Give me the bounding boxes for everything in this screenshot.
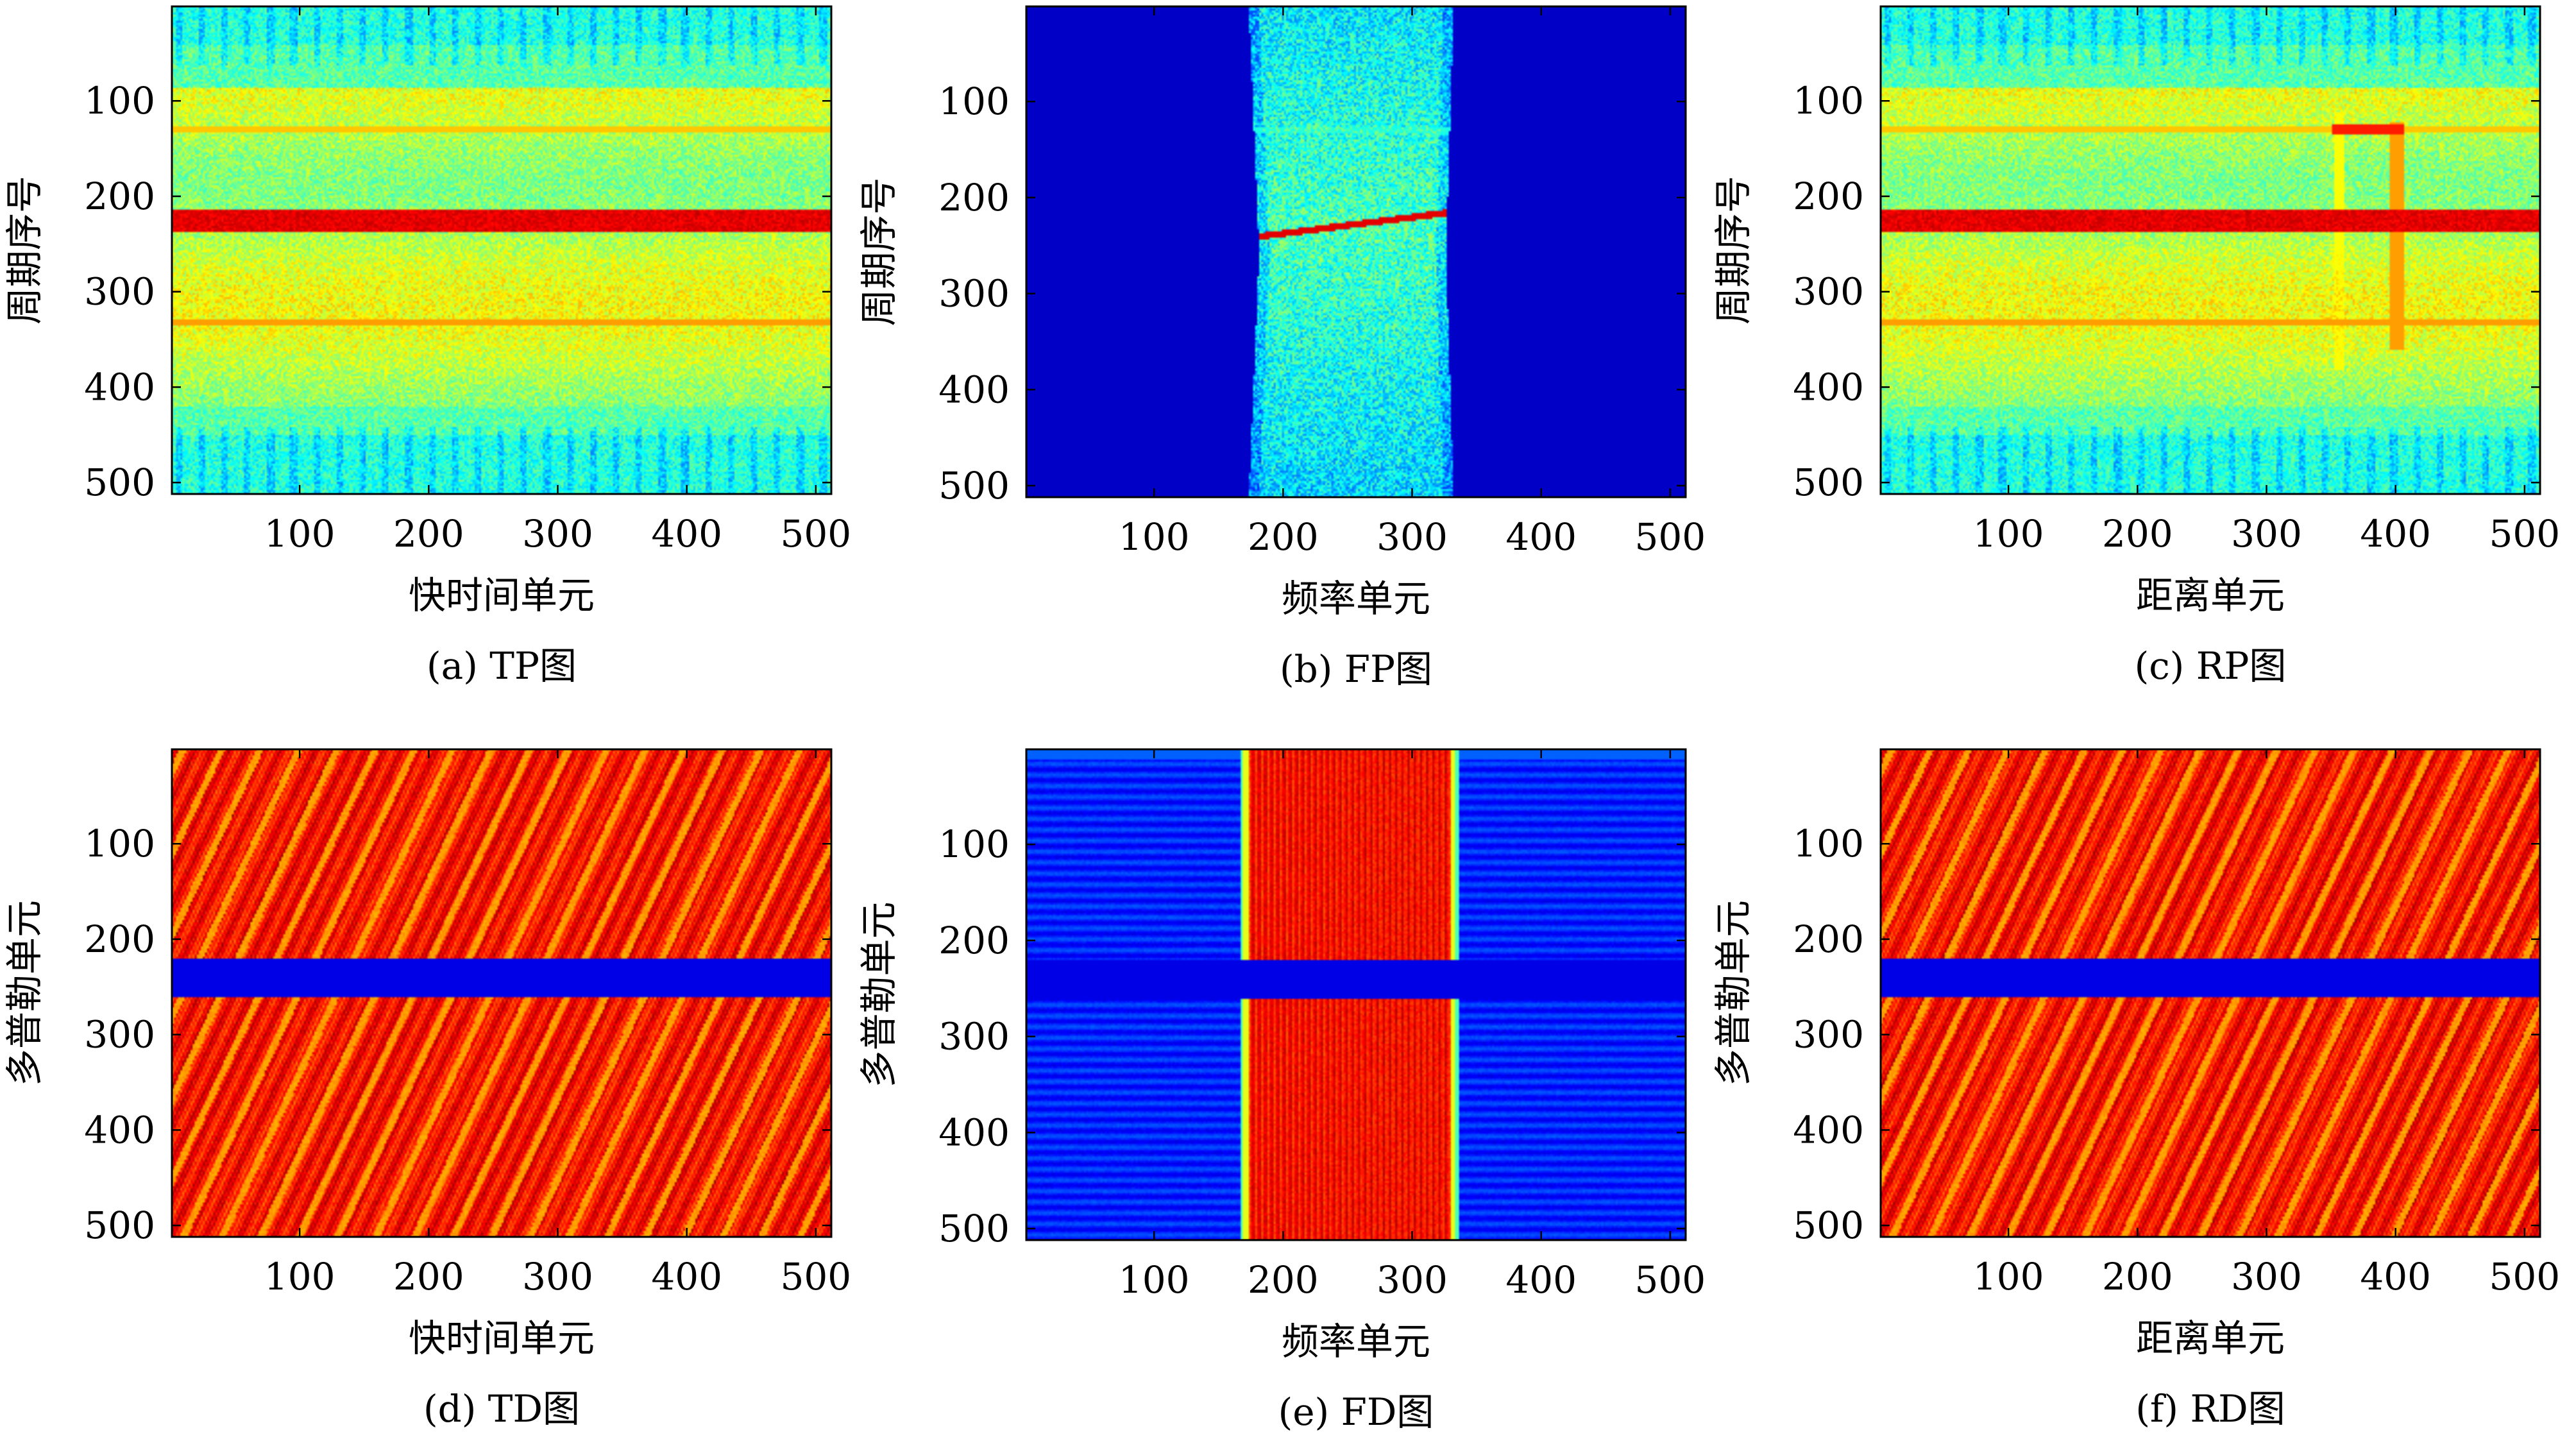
- y-tick-label: 300: [938, 272, 1010, 316]
- x-tick-label: 200: [2102, 512, 2173, 556]
- x-tick-label: 300: [522, 1255, 593, 1298]
- plot-frame: [171, 5, 833, 495]
- x-axis-label: 频率单元: [1282, 1320, 1430, 1363]
- x-tick-label: 100: [1119, 1258, 1190, 1302]
- x-tick-label: 100: [264, 512, 335, 556]
- y-axis-label: 周期序号: [1711, 176, 1755, 325]
- y-axis-label: 周期序号: [3, 176, 46, 325]
- y-tick-label: 200: [1793, 917, 1864, 961]
- y-tick-label: 100: [1793, 79, 1864, 123]
- heatmap-image: [1026, 749, 1686, 1240]
- plot-frame: [1879, 748, 2541, 1238]
- plot-frame: [1025, 748, 1687, 1241]
- panel-b: 100 200 300 400 500 100 200 300 400 500 频率单元 周期序号 (b…: [857, 5, 1706, 691]
- y-tick-label: 100: [1793, 822, 1864, 865]
- x-tick-label: 300: [522, 512, 593, 556]
- x-tick-label: 300: [2231, 1255, 2302, 1298]
- x-tick-label: 200: [393, 1255, 464, 1298]
- y-tick-label: 500: [938, 1207, 1010, 1250]
- panel-caption: (a) TP图: [427, 644, 577, 688]
- y-axis-label: 多普勒单元: [1711, 900, 1755, 1086]
- x-tick-label: 300: [2231, 512, 2302, 556]
- x-tick-label: 300: [1377, 1258, 1448, 1302]
- heatmap-image: [172, 6, 831, 494]
- x-tick-label: 400: [1505, 515, 1577, 559]
- x-tick-label: 400: [1505, 1258, 1577, 1302]
- y-axis-label: 多普勒单元: [857, 901, 901, 1087]
- plot-frame: [1879, 5, 2541, 495]
- y-tick-label: 100: [938, 80, 1010, 123]
- heatmap-image: [1881, 749, 2540, 1237]
- x-tick-label: 400: [651, 1255, 722, 1298]
- y-tick-label: 400: [84, 365, 155, 409]
- panel-caption: (b) FP图: [1280, 647, 1432, 691]
- x-tick-label: 400: [2360, 1255, 2431, 1298]
- x-axis-label: 频率单元: [1282, 577, 1430, 620]
- panel-caption: (c) RP图: [2135, 644, 2287, 688]
- y-tick-label: 300: [938, 1015, 1010, 1059]
- y-tick-label: 200: [938, 919, 1010, 962]
- y-tick-label: 100: [84, 822, 155, 865]
- plot-frame: [171, 748, 833, 1238]
- panel-f: 100 200 300 400 500 100 200 300 400 500 距离单元 多普勒单元 (…: [1711, 748, 2560, 1431]
- panel-caption: (e) FD图: [1278, 1390, 1434, 1434]
- x-tick-label: 200: [1248, 1258, 1319, 1302]
- y-tick-label: 500: [1793, 461, 1864, 504]
- y-tick-label: 200: [84, 917, 155, 961]
- y-tick-label: 400: [938, 1110, 1010, 1154]
- plot-frame: [1025, 5, 1687, 498]
- panel-d: 100 200 300 400 500 100 200 300 400 500 快时间单元 多普勒单元…: [3, 748, 851, 1431]
- x-tick-label: 200: [393, 512, 464, 556]
- y-tick-label: 500: [84, 1204, 155, 1247]
- y-tick-label: 200: [1793, 174, 1864, 218]
- y-tick-label: 400: [1793, 1108, 1864, 1152]
- x-tick-label: 200: [1248, 515, 1319, 559]
- x-tick-label: 500: [2489, 1255, 2560, 1298]
- y-axis-label: 多普勒单元: [3, 900, 46, 1086]
- y-tick-label: 400: [1793, 365, 1864, 409]
- y-axis-label: 周期序号: [857, 177, 901, 326]
- x-tick-label: 500: [1634, 515, 1706, 559]
- x-tick-label: 100: [1973, 1255, 2044, 1298]
- panel-a: 100 200 300 400 500 100 200 300 400 500 快时间单元 周期序号 (…: [3, 5, 851, 688]
- y-tick-label: 400: [84, 1108, 155, 1152]
- x-tick-label: 100: [1119, 515, 1190, 559]
- panel-caption: (f) RD图: [2135, 1387, 2285, 1431]
- y-tick-label: 300: [84, 270, 155, 314]
- x-tick-label: 300: [1377, 515, 1448, 559]
- x-tick-label: 400: [2360, 512, 2431, 556]
- y-tick-label: 200: [84, 174, 155, 218]
- y-tick-label: 300: [84, 1013, 155, 1057]
- panel-e: 100 200 300 400 500 100 200 300 400 500 频率单元 多普勒单元 (…: [857, 748, 1706, 1434]
- y-tick-label: 300: [1793, 1013, 1864, 1057]
- heatmap-image: [172, 749, 831, 1237]
- x-tick-label: 500: [1634, 1258, 1706, 1302]
- x-tick-label: 100: [1973, 512, 2044, 556]
- x-tick-label: 400: [651, 512, 722, 556]
- heatmap-image: [1881, 6, 2540, 494]
- panel-c: 100 200 300 400 500 100 200 300 400 500 距离单元 周期序号 (c…: [1711, 5, 2560, 688]
- y-tick-label: 100: [938, 822, 1010, 866]
- x-axis-label: 距离单元: [2136, 1316, 2285, 1360]
- x-axis-label: 快时间单元: [409, 1316, 595, 1360]
- y-tick-label: 300: [1793, 270, 1864, 314]
- x-tick-label: 500: [2489, 512, 2560, 556]
- heatmap-image: [1026, 6, 1686, 497]
- x-tick-label: 200: [2102, 1255, 2173, 1298]
- panel-caption: (d) TD图: [423, 1387, 580, 1431]
- y-tick-label: 500: [84, 461, 155, 504]
- x-tick-label: 100: [264, 1255, 335, 1298]
- x-axis-label: 距离单元: [2136, 574, 2285, 617]
- y-tick-label: 400: [938, 368, 1010, 411]
- x-axis-label: 快时间单元: [409, 574, 595, 617]
- x-tick-label: 500: [780, 1255, 851, 1298]
- y-tick-label: 100: [84, 79, 155, 123]
- x-tick-label: 500: [780, 512, 851, 556]
- y-tick-label: 500: [1793, 1204, 1864, 1247]
- y-tick-label: 200: [938, 176, 1010, 219]
- y-tick-label: 500: [938, 464, 1010, 507]
